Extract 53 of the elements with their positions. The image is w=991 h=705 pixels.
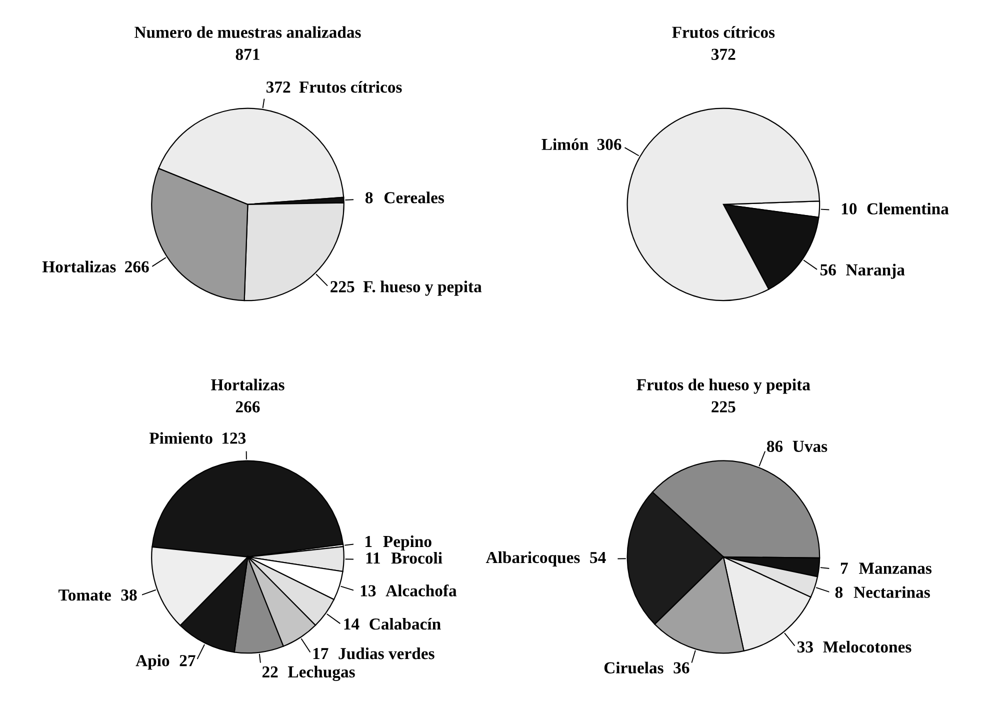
slice-label: F. hueso y pepita <box>363 280 482 296</box>
data-label: 56 <box>820 264 836 276</box>
data-label: 266 <box>125 261 149 272</box>
slice-label: Melocotones <box>823 640 912 653</box>
slice-label: Judias verdes <box>338 647 434 660</box>
data-label: 27 <box>180 655 196 666</box>
slice-label: Cereales <box>384 192 444 204</box>
slice-label: Pepino <box>383 535 432 551</box>
slice-label: Uvas <box>792 440 828 452</box>
chart-title: Frutos cítricos <box>672 26 775 38</box>
data-label: 38 <box>121 589 137 601</box>
data-label: 123 <box>222 432 246 444</box>
data-label: 306 <box>597 138 622 150</box>
slice-label: Albaricoques <box>486 551 580 567</box>
data-label: 17 <box>313 648 328 660</box>
slice-label: Hortalizas <box>42 260 116 272</box>
slice-label: Alcachofa <box>386 584 457 596</box>
chart-subtitle: 871 <box>236 48 260 60</box>
slice-label: Pimiento <box>149 432 212 444</box>
slice-label: Nectarinas <box>854 586 930 598</box>
slice-label: Limón <box>542 138 588 150</box>
data-label: 7 <box>840 562 848 574</box>
slice-label: Apio <box>136 654 170 670</box>
slice-label: Naranja <box>846 264 905 279</box>
data-label: 225 <box>330 281 354 292</box>
slice-label: Lechugas <box>288 666 355 682</box>
data-label: 13 <box>360 585 376 596</box>
data-label: 33 <box>797 641 813 653</box>
slice-label: Manzanas <box>859 562 932 574</box>
slice-label: Calabacín <box>370 618 441 630</box>
chart-title: Numero de muestras analizadas <box>134 26 361 38</box>
data-label: 8 <box>365 192 373 204</box>
slice-label: Tomate <box>58 590 111 601</box>
chart-subtitle: 372 <box>712 48 736 60</box>
data-label: 54 <box>590 552 606 564</box>
slice-label: Ciruelas <box>604 662 664 674</box>
pie-slice <box>626 108 820 302</box>
chart-subtitle: 266 <box>236 401 260 412</box>
slice-label: Clementina <box>867 202 949 214</box>
data-label: 36 <box>674 662 690 674</box>
data-label: 10 <box>842 203 857 214</box>
data-label: 11 <box>366 552 380 564</box>
chart-subtitle: 225 <box>712 401 736 412</box>
data-label: 22 <box>262 666 278 678</box>
data-label: 14 <box>344 618 360 630</box>
data-label: 86 <box>766 440 783 452</box>
chart-title: Frutos de hueso y pepita <box>636 378 810 394</box>
slice-label: Brocoli <box>391 552 442 564</box>
slice-label: Frutos cítricos <box>299 80 402 93</box>
data-label: 372 <box>266 82 290 93</box>
chart-title: Hortalizas <box>211 378 284 390</box>
data-label: 1 <box>366 536 372 547</box>
data-label: 8 <box>835 586 843 598</box>
